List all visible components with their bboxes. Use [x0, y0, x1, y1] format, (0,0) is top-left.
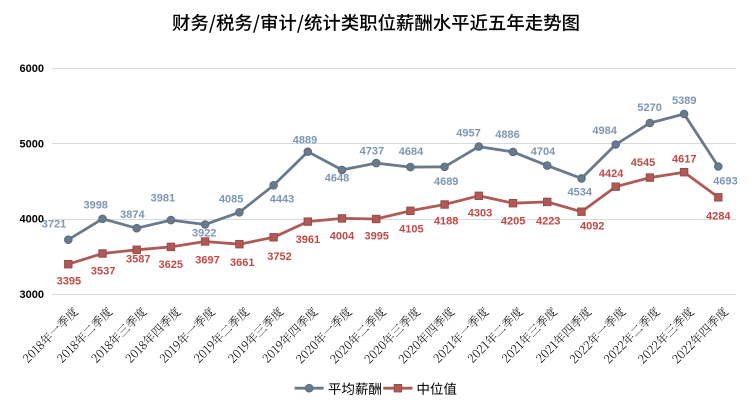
svg-text:3395: 3395: [57, 275, 81, 287]
svg-text:3587: 3587: [126, 254, 150, 266]
svg-text:4737: 4737: [360, 146, 384, 158]
svg-text:3995: 3995: [364, 231, 388, 243]
svg-text:4092: 4092: [580, 220, 604, 232]
svg-text:4443: 4443: [270, 194, 294, 206]
svg-text:4000: 4000: [20, 214, 44, 226]
svg-text:3661: 3661: [230, 257, 254, 269]
svg-text:4284: 4284: [706, 210, 731, 222]
svg-text:3697: 3697: [195, 254, 219, 266]
svg-text:4303: 4303: [468, 208, 492, 220]
svg-text:4648: 4648: [325, 172, 349, 184]
svg-text:4004: 4004: [330, 231, 355, 243]
svg-text:3752: 3752: [267, 251, 291, 263]
svg-text:4689: 4689: [434, 176, 458, 188]
svg-text:3998: 3998: [83, 200, 107, 212]
svg-text:4424: 4424: [599, 168, 624, 180]
svg-text:3625: 3625: [159, 259, 183, 271]
svg-text:5389: 5389: [672, 95, 696, 107]
svg-text:6000: 6000: [20, 63, 44, 75]
svg-text:4984: 4984: [592, 125, 617, 137]
svg-text:3721: 3721: [42, 219, 66, 231]
svg-text:3000: 3000: [20, 289, 44, 301]
svg-text:5270: 5270: [637, 102, 661, 114]
svg-text:4684: 4684: [399, 146, 424, 158]
svg-text:4617: 4617: [672, 154, 696, 166]
svg-text:4886: 4886: [495, 129, 519, 141]
svg-text:4889: 4889: [293, 134, 317, 146]
svg-text:4105: 4105: [399, 224, 423, 236]
svg-text:3961: 3961: [296, 234, 320, 246]
svg-text:3537: 3537: [91, 266, 115, 278]
svg-text:4693: 4693: [713, 175, 737, 187]
svg-text:4957: 4957: [456, 127, 480, 139]
svg-text:5000: 5000: [20, 138, 44, 150]
svg-text:3981: 3981: [151, 193, 175, 205]
svg-text:3874: 3874: [120, 209, 145, 221]
svg-text:4085: 4085: [219, 193, 243, 205]
svg-text:4188: 4188: [434, 216, 458, 228]
svg-text:4534: 4534: [568, 187, 593, 199]
svg-text:4545: 4545: [631, 157, 655, 169]
svg-text:3922: 3922: [192, 227, 216, 239]
svg-text:4205: 4205: [501, 216, 525, 228]
svg-text:4223: 4223: [536, 216, 560, 228]
svg-text:4704: 4704: [531, 146, 556, 158]
